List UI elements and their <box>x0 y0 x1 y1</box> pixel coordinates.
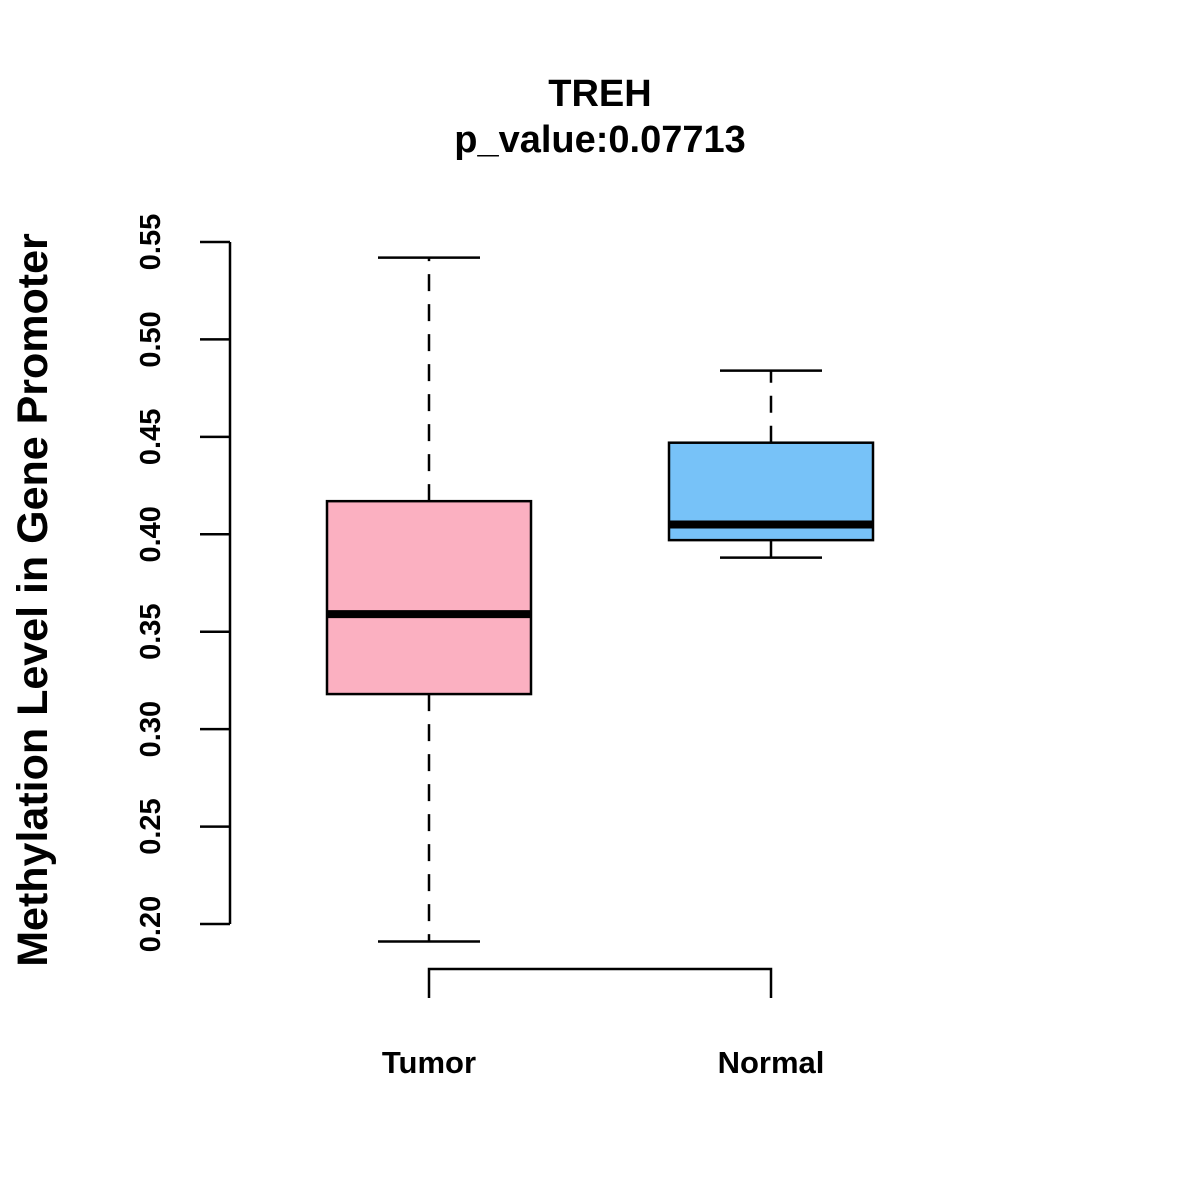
y-tick-label: 0.45 <box>135 409 167 465</box>
y-axis: 0.20 0.25 0.30 0.35 0.40 0.45 0.50 0.55 <box>135 214 232 952</box>
chart-subtitle: p_value:0.07713 <box>454 119 746 161</box>
box-tumor <box>325 499 533 696</box>
y-tick-label: 0.20 <box>135 896 167 952</box>
category-labels: Tumor Normal <box>382 1045 824 1080</box>
y-tick-label: 0.55 <box>135 214 167 270</box>
bracket-line <box>427 967 773 998</box>
chart-title: TREH <box>548 73 651 115</box>
category-label: Normal <box>718 1045 825 1080</box>
y-tick-label: 0.35 <box>135 603 167 659</box>
y-tick-label: 0.50 <box>135 311 167 367</box>
y-tick-label: 0.25 <box>135 798 167 854</box>
box-group <box>325 256 875 943</box>
y-tick-label: 0.30 <box>135 701 167 757</box>
y-tick-label: 0.40 <box>135 506 167 562</box>
category-label: Tumor <box>382 1045 476 1080</box>
comparison-bracket <box>427 967 773 998</box>
y-axis-label: Methylation Level in Gene Promoter <box>9 233 57 967</box>
